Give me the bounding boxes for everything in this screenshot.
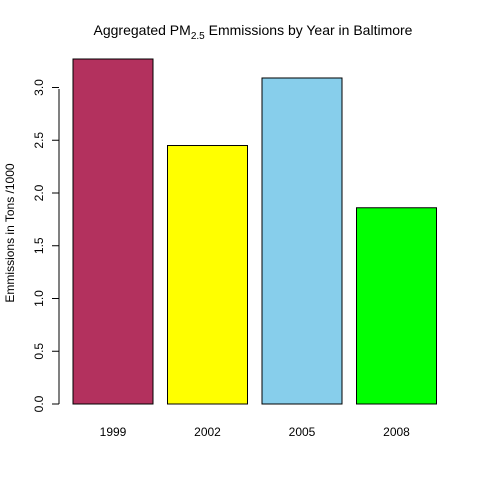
y-axis-label: Emmissions in Tons /1000 <box>3 163 17 303</box>
bar-1999 <box>73 59 153 404</box>
x-tick-label: 1999 <box>100 425 127 439</box>
bar-2008 <box>357 208 437 404</box>
y-tick-label: 2.0 <box>32 184 46 201</box>
y-tick-label: 1.0 <box>32 290 46 307</box>
y-ticks: 0.0 0.5 1.0 1.5 2.0 2.5 3.0 <box>32 79 59 413</box>
y-tick-label: 1.5 <box>32 237 46 254</box>
x-tick-label: 2002 <box>194 425 221 439</box>
y-tick-label: 2.5 <box>32 132 46 149</box>
chart-title-suffix: Emmissions by Year in Baltimore <box>205 22 413 38</box>
chart-title-subscript: 2.5 <box>191 31 205 42</box>
chart-title: Aggregated PM2.5 Emmissions by Year in B… <box>94 22 413 42</box>
bars <box>73 59 437 404</box>
bar-2005 <box>262 78 342 404</box>
bar-2002 <box>168 146 248 404</box>
x-tick-label: 2008 <box>383 425 410 439</box>
y-tick-label: 3.0 <box>32 79 46 96</box>
chart-title-prefix: Aggregated PM <box>94 22 191 38</box>
x-tick-labels: 1999 2002 2005 2008 <box>100 425 411 439</box>
y-tick-label: 0.0 <box>32 395 46 412</box>
y-tick-label: 0.5 <box>32 343 46 360</box>
x-tick-label: 2005 <box>289 425 316 439</box>
